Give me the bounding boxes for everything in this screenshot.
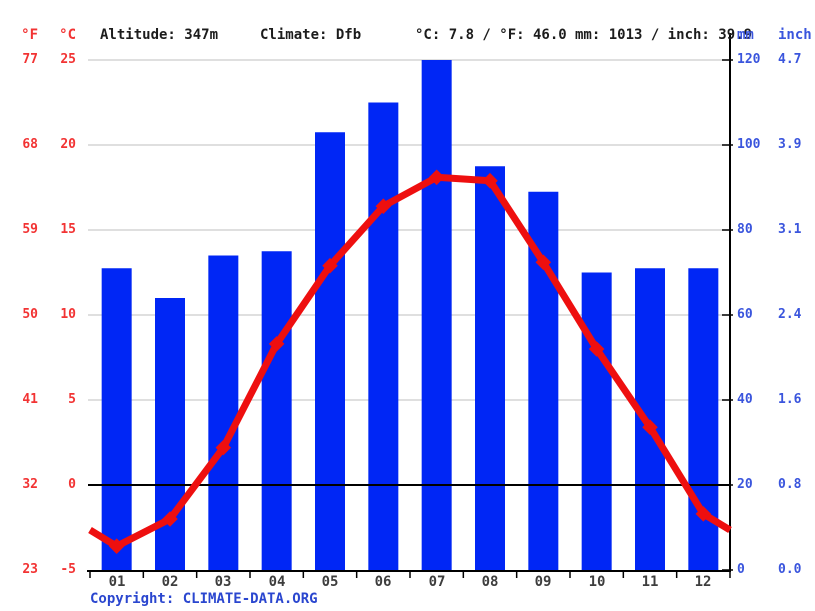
celsius-axis-header: °C (59, 27, 76, 43)
precip-bar (101, 268, 132, 571)
temperature-point (375, 198, 392, 214)
temperature-point (162, 511, 178, 527)
f-tick-label: 41 (22, 392, 38, 407)
month-label: 10 (588, 574, 606, 590)
inch-tick-label: 0.8 (778, 477, 802, 492)
mm-tick-label: 60 (737, 307, 753, 322)
mm-tick-label: 80 (737, 222, 753, 237)
mm-tick-label: 120 (737, 52, 761, 67)
month-label: 07 (428, 574, 446, 590)
f-tick-label: 59 (22, 222, 38, 237)
c-tick-label: 10 (60, 307, 76, 322)
c-tick-label: -5 (60, 562, 76, 577)
inch-tick-label: 1.6 (778, 392, 802, 407)
month-label: 06 (374, 574, 392, 590)
c-tick-label: 0 (68, 477, 76, 492)
precip-bar (475, 166, 505, 571)
altitude-label: Altitude: 347m (100, 27, 219, 43)
climate-class-label: Climate: Dfb (260, 27, 362, 43)
inch-tick-label: 2.4 (778, 307, 802, 322)
avg-temperature-label: °C: 7.8 / °F: 46.0 (415, 27, 567, 43)
f-tick-label: 77 (22, 52, 38, 67)
precip-bar (688, 268, 719, 571)
f-tick-label: 68 (22, 137, 38, 152)
month-label: 08 (481, 574, 499, 590)
month-label: 01 (108, 574, 126, 590)
precip-bar (208, 255, 239, 571)
inch-tick-label: 3.1 (778, 222, 802, 237)
precip-bar (421, 60, 452, 571)
mm-tick-label: 0 (737, 562, 745, 577)
mm-tick-label: 40 (737, 392, 753, 407)
month-label: 04 (268, 574, 286, 590)
month-label: 02 (161, 574, 179, 590)
copyright-link[interactable]: Copyright: CLIMATE-DATA.ORG (90, 591, 318, 607)
month-label: 12 (694, 574, 712, 590)
mm-axis-header: mm (737, 27, 754, 43)
c-tick-label: 15 (60, 222, 76, 237)
f-tick-label: 23 (22, 562, 38, 577)
mm-tick-label: 100 (737, 137, 761, 152)
mm-tick-label: 20 (737, 477, 753, 492)
inch-tick-label: 3.9 (778, 137, 802, 152)
temperature-point (428, 169, 445, 186)
temperature-point (215, 439, 232, 456)
c-tick-label: 25 (60, 52, 76, 67)
precip-bar (368, 102, 399, 571)
precip-bar (315, 132, 345, 571)
f-tick-label: 50 (22, 307, 38, 322)
precip-bar (155, 298, 185, 571)
c-tick-label: 5 (68, 392, 76, 407)
f-tick-label: 32 (22, 477, 38, 492)
month-label: 03 (214, 574, 232, 590)
precip-bar (261, 251, 292, 571)
month-label: 09 (534, 574, 552, 590)
temperature-point (695, 506, 712, 522)
c-tick-label: 20 (60, 137, 76, 152)
month-label: 11 (641, 574, 659, 590)
month-label: 05 (321, 574, 339, 590)
inch-tick-label: 4.7 (778, 52, 802, 67)
temperature-line (88, 173, 732, 550)
precip-bar (581, 272, 612, 571)
inch-tick-label: 0.0 (778, 562, 802, 577)
fahrenheit-axis-header: °F (21, 27, 38, 43)
temperature-point (482, 172, 498, 189)
inch-axis-header: inch (778, 27, 812, 43)
precip-total-label: mm: 1013 / inch: 39.9 (575, 27, 753, 43)
